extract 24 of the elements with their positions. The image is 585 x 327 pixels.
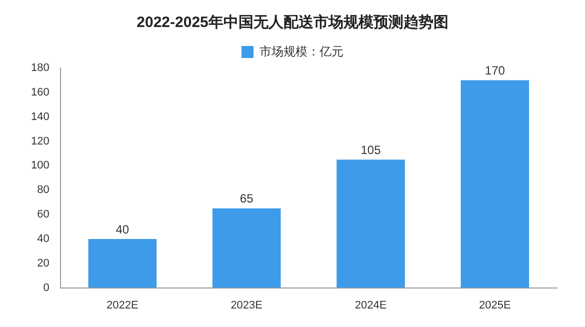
y-tick-label: 20 <box>37 257 50 270</box>
data-label: 40 <box>116 222 130 236</box>
bar <box>460 80 530 288</box>
bar <box>88 238 157 288</box>
y-tick-label: 0 <box>43 282 50 294</box>
x-tick-label: 2024E <box>354 299 387 312</box>
x-tick-label: 2022E <box>106 299 138 312</box>
y-tick-label: 40 <box>37 232 50 245</box>
bar <box>212 208 281 288</box>
x-tick-label: 2025E <box>479 299 511 312</box>
y-tick-label: 80 <box>37 184 50 196</box>
y-tick-label: 60 <box>37 208 50 221</box>
y-tick-label: 100 <box>30 160 50 172</box>
x-tick-label: 2023E <box>230 299 262 312</box>
data-label: 170 <box>484 64 506 78</box>
y-tick-label: 140 <box>30 110 50 123</box>
bar <box>336 160 405 288</box>
data-label: 105 <box>360 142 382 157</box>
chart-title: 2022-2025年中国无人配送市场规模预测趋势图 <box>136 13 448 32</box>
y-tick-label: 120 <box>30 135 50 148</box>
legend-label: 市场规模：亿元 <box>260 44 344 58</box>
y-tick-label: 160 <box>30 86 50 98</box>
y-tick-label: 180 <box>30 62 50 74</box>
data-label: 65 <box>240 192 254 206</box>
